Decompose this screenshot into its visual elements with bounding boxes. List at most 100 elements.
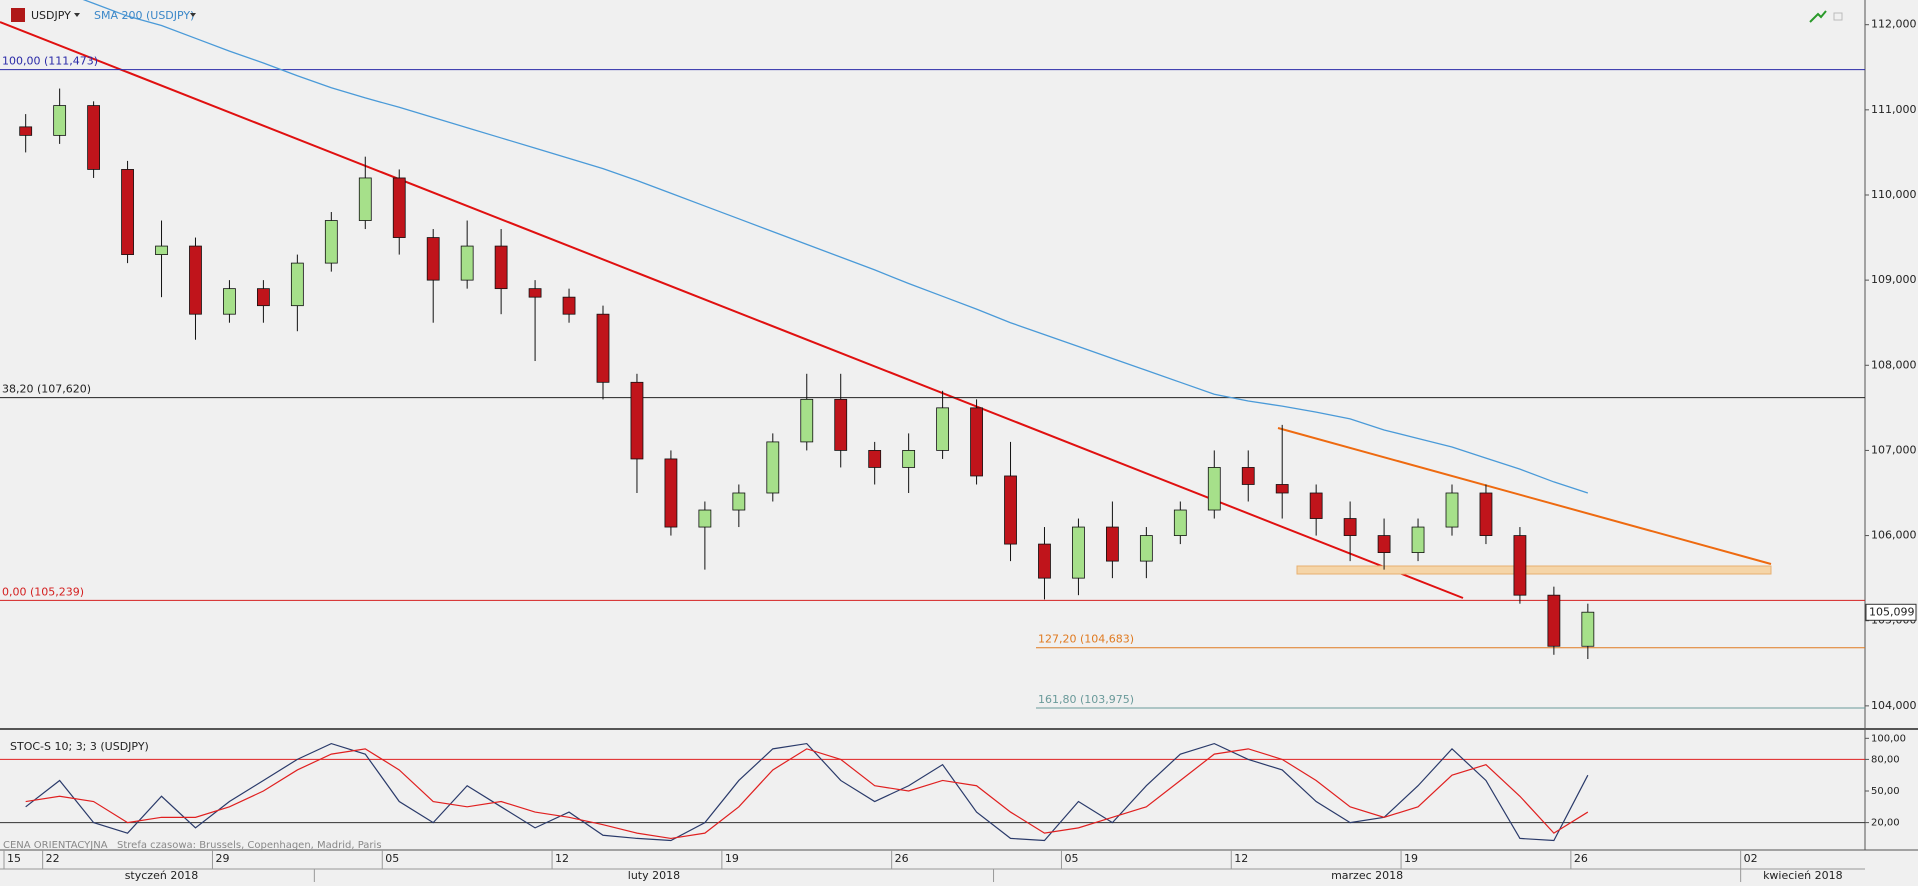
candle-body (528, 288, 542, 298)
month-label: kwiecień 2018 (1763, 869, 1843, 882)
candle-body (562, 296, 576, 315)
candle-body (189, 245, 202, 315)
candle-body (1445, 492, 1459, 528)
candle-body (121, 169, 134, 255)
candle-body (494, 245, 508, 290)
candle-body (324, 220, 338, 264)
symbol[interactable]: USDJPY (31, 9, 71, 22)
candle-body (1513, 535, 1527, 596)
x-tick-label: 12 (555, 852, 569, 865)
candle-body (358, 177, 372, 221)
x-tick-label: 15 (7, 852, 21, 865)
sma-line (82, 0, 1589, 494)
y-tick-label: 50,00 (1871, 786, 1900, 797)
candle-body (596, 313, 610, 383)
x-tick-label: 29 (215, 852, 229, 865)
timezone-note: Strefa czasowa: Brussels, Copenhagen, Ma… (117, 840, 382, 851)
oscillator-title[interactable]: STOC-S 10; 3; 3 (USDJPY) (10, 740, 149, 753)
y-tick-label: 108,000 (1871, 358, 1917, 371)
candle-body (1004, 475, 1017, 545)
candle-body (902, 450, 916, 468)
candle-body (1275, 484, 1289, 494)
candle-body (460, 245, 474, 281)
y-tick-label: 80,00 (1871, 754, 1900, 765)
candle-body (1173, 509, 1187, 536)
level-label: 0,00 (105,239) (2, 585, 84, 598)
window-icon[interactable] (1833, 12, 1843, 21)
candle-body (766, 441, 780, 494)
candle-body (1241, 467, 1255, 485)
support-zone (1296, 565, 1772, 575)
header: USDJPY SMA 200 (USDJPY) STOC-S 10; 3; 3 … (3, 8, 1843, 851)
x-tick-label: 05 (385, 852, 399, 865)
candle-body (732, 492, 746, 511)
x-tick-label: 26 (1574, 852, 1588, 865)
trend-line (1277, 427, 1772, 565)
oscillator-line (25, 742, 1589, 842)
candle-body (630, 381, 644, 460)
candle-body (1309, 492, 1323, 519)
level-label: 100,00 (111,473) (2, 55, 98, 68)
x-tick-label: 12 (1234, 852, 1248, 865)
last-price-box (1865, 603, 1917, 621)
candle-body (290, 262, 304, 307)
y-tick-label: 107,000 (1871, 443, 1917, 456)
candle-body (1479, 492, 1493, 536)
candle-body (1106, 526, 1119, 562)
x-tick-label: 02 (1744, 852, 1758, 865)
candle-body (53, 105, 67, 136)
candle-body (426, 237, 440, 281)
dropdown-arrow[interactable] (190, 13, 196, 17)
x-tick-label: 05 (1064, 852, 1078, 865)
x-tick-label: 26 (895, 852, 909, 865)
oscillator-panel (0, 742, 1865, 842)
candle-body (1139, 535, 1153, 562)
candle-body (1377, 535, 1391, 553)
symbol-icon[interactable] (11, 8, 25, 22)
candle-body (223, 288, 236, 315)
candle-body (1207, 467, 1221, 511)
trend-icon[interactable] (1809, 10, 1827, 23)
y-tick-label: 109,000 (1871, 273, 1917, 286)
y-tick-label: 104,000 (1871, 699, 1917, 712)
candle-body (87, 105, 100, 170)
candle-body (1038, 543, 1051, 579)
candle-body (970, 407, 983, 477)
dropdown-arrow[interactable] (74, 13, 80, 17)
level-label: 38,20 (107,620) (2, 383, 91, 396)
level-label: 161,80 (103,975) (1038, 693, 1134, 706)
x-tick-label: 19 (1404, 852, 1418, 865)
x-tick-label: 22 (46, 852, 60, 865)
candle-body (392, 177, 406, 238)
x-tick-label: 19 (725, 852, 739, 865)
indicator-label[interactable]: SMA 200 (USDJPY) (94, 9, 194, 22)
candle-body (256, 288, 270, 307)
candle-body (19, 126, 33, 136)
candle-body (1072, 526, 1085, 579)
y-tick-label: 20,00 (1871, 818, 1900, 829)
month-label: styczeń 2018 (125, 869, 199, 882)
candle-body (1581, 611, 1595, 647)
candle-body (936, 407, 949, 451)
y-tick-label: 100,00 (1871, 733, 1906, 744)
y-tick-label: 106,000 (1871, 529, 1917, 542)
y-tick-label: 111,000 (1871, 103, 1917, 116)
main-panel: 100,00 (111,473) 38,20 (107,620) 0,00 (105… (0, 0, 1865, 709)
candle-body (834, 398, 848, 451)
source-note: CENA ORIENTACYJNA (3, 840, 108, 851)
y-tick-label: 112,000 (1871, 18, 1917, 31)
month-label: marzec 2018 (1331, 869, 1403, 882)
candle-body (664, 458, 678, 528)
candle-body (800, 398, 814, 443)
candle-body (868, 450, 882, 468)
candle-body (1343, 518, 1357, 536)
y-tick-label: 110,000 (1871, 188, 1917, 201)
month-label: luty 2018 (628, 869, 680, 882)
candle-body (155, 245, 168, 255)
last-price-label: 105,099 (1869, 605, 1915, 618)
level-label: 127,20 (104,683) (1038, 633, 1134, 646)
oscillator-line (25, 748, 1589, 840)
